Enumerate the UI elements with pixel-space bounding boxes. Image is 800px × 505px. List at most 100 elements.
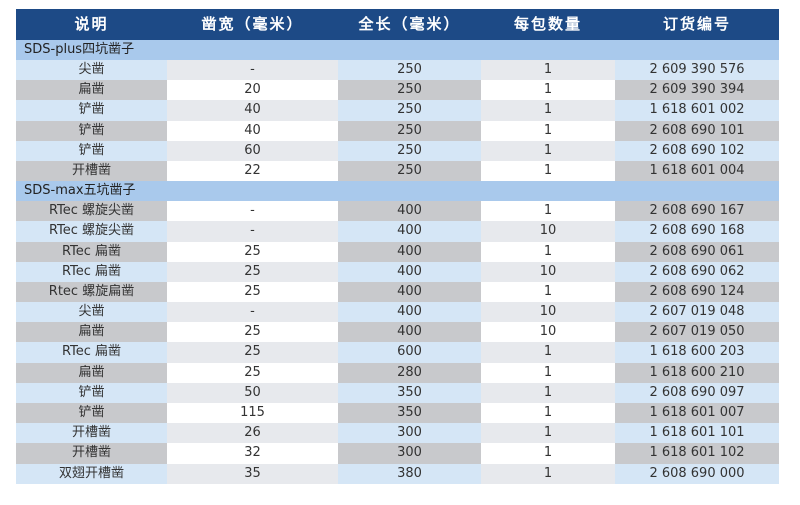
cell-order-number: 2 607 019 050 (615, 322, 779, 343)
cell-description: 扁凿 (16, 322, 167, 343)
cell-length: 250 (338, 60, 481, 81)
cell-order-number: 1 618 601 007 (615, 403, 779, 424)
cell-pack-qty: 1 (481, 423, 615, 444)
cell-pack-qty: 10 (481, 221, 615, 242)
header-description: 说明 (74, 15, 109, 33)
cell-pack-qty: 1 (481, 120, 615, 141)
cell-description: 扁凿 (16, 80, 167, 101)
cell-length: 400 (338, 261, 481, 282)
cell-width: 25 (167, 362, 338, 383)
cell-width: 32 (167, 443, 338, 464)
table-row: 铲凿 40 250 1 1 618 601 002 (16, 100, 779, 121)
cell-description: 开槽凿 (16, 443, 167, 464)
table-row: RTec 扁凿 25 400 10 2 608 690 062 (16, 261, 779, 282)
table-row: Rtec 螺旋扁凿 25 400 1 2 608 690 124 (16, 281, 779, 303)
cell-description: 扁凿 (16, 362, 167, 383)
cell-length: 600 (338, 342, 481, 363)
cell-description: 开槽凿 (16, 160, 167, 182)
table-row: 开槽凿 22 250 1 1 618 601 004 (16, 160, 779, 182)
cell-description: RTec 螺旋尖凿 (16, 201, 167, 222)
cell-description: 尖凿 (16, 60, 167, 81)
cell-order-number: 2 608 690 102 (615, 140, 779, 161)
cell-length: 300 (338, 443, 481, 464)
cell-width: 40 (167, 120, 338, 141)
cell-length: 380 (338, 463, 481, 484)
cell-pack-qty: 1 (481, 382, 615, 403)
cell-order-number: 2 609 390 394 (615, 80, 779, 101)
cell-pack-qty: 1 (481, 463, 615, 484)
cell-order-number: 2 608 690 101 (615, 120, 779, 141)
cell-width: 22 (167, 160, 338, 182)
cell-description: 铲凿 (16, 403, 167, 424)
cell-pack-qty: 1 (481, 281, 615, 303)
cell-width: 25 (167, 342, 338, 363)
cell-length: 350 (338, 382, 481, 403)
table-row: 铲凿 115 350 1 1 618 601 007 (16, 403, 779, 424)
cell-width: 20 (167, 80, 338, 101)
cell-order-number: 2 608 690 124 (615, 281, 779, 303)
cell-order-number: 2 608 690 097 (615, 382, 779, 403)
cell-width: 115 (167, 403, 338, 424)
section-title: SDS-max五坑凿子 (16, 181, 779, 202)
cell-description: 开槽凿 (16, 423, 167, 444)
cell-description: 铲凿 (16, 120, 167, 141)
cell-length: 350 (338, 403, 481, 424)
table-row: 扁凿 20 250 1 2 609 390 394 (16, 80, 779, 101)
cell-width: - (167, 60, 338, 81)
cell-description: RTec 扁凿 (16, 342, 167, 363)
cell-pack-qty: 1 (481, 80, 615, 101)
cell-pack-qty: 10 (481, 302, 615, 323)
header-length: 全长（毫米） (358, 15, 461, 33)
cell-pack-qty: 1 (481, 100, 615, 121)
cell-length: 250 (338, 100, 481, 121)
section-title: SDS-plus四坑凿子 (16, 40, 779, 60)
cell-width: 40 (167, 100, 338, 121)
table-row: 尖凿 -250 1 2 609 390 576 (16, 60, 779, 81)
cell-description: 铲凿 (16, 140, 167, 161)
cell-length: 250 (338, 160, 481, 182)
cell-length: 280 (338, 362, 481, 383)
cell-pack-qty: 10 (481, 322, 615, 343)
table-row: 扁凿 25 280 1 1 618 600 210 (16, 362, 779, 383)
cell-length: 300 (338, 423, 481, 444)
cell-length: 400 (338, 221, 481, 242)
table-row: 铲凿 60 250 1 2 608 690 102 (16, 140, 779, 161)
cell-pack-qty: 1 (481, 140, 615, 161)
cell-pack-qty: 1 (481, 160, 615, 182)
cell-order-number: 2 607 019 048 (615, 302, 779, 323)
cell-pack-qty: 1 (481, 403, 615, 424)
table-row: 铲凿 40 250 1 2 608 690 101 (16, 120, 779, 141)
cell-pack-qty: 1 (481, 201, 615, 222)
header-pack-qty: 每包数量 (513, 15, 582, 33)
cell-width: - (167, 201, 338, 222)
cell-pack-qty: 1 (481, 60, 615, 81)
table-row: 开槽凿 26 300 1 1 618 601 101 (16, 423, 779, 444)
cell-pack-qty: 10 (481, 261, 615, 282)
cell-description: 双翅开槽凿 (16, 463, 167, 484)
table-row: RTec 扁凿 25 400 1 2 608 690 061 (16, 241, 779, 262)
cell-order-number: 2 608 690 168 (615, 221, 779, 242)
cell-length: 250 (338, 140, 481, 161)
table-row: RTec 扁凿 25 600 1 1 618 600 203 (16, 342, 779, 363)
cell-order-number: 2 608 690 062 (615, 261, 779, 282)
table-row: 铲凿 50 350 1 2 608 690 097 (16, 382, 779, 403)
cell-order-number: 2 608 690 167 (615, 201, 779, 222)
cell-description: RTec 扁凿 (16, 241, 167, 262)
cell-order-number: 1 618 601 004 (615, 160, 779, 182)
cell-length: 400 (338, 281, 481, 303)
table-row: 尖凿 -400 10 2 607 019 048 (16, 302, 779, 323)
cell-order-number: 1 618 601 101 (615, 423, 779, 444)
cell-description: RTec 扁凿 (16, 261, 167, 282)
cell-length: 400 (338, 302, 481, 323)
cell-order-number: 2 609 390 576 (615, 60, 779, 81)
cell-width: 60 (167, 140, 338, 161)
cell-width: - (167, 221, 338, 242)
cell-length: 250 (338, 120, 481, 141)
cell-width: 25 (167, 261, 338, 282)
cell-description: Rtec 螺旋扁凿 (16, 281, 167, 303)
cell-length: 400 (338, 322, 481, 343)
cell-description: 铲凿 (16, 100, 167, 121)
chisel-spec-table: 说明 凿宽（毫米） 全长（毫米） 每包数量 订货编号 SDS-plus四坑凿子尖… (16, 9, 779, 484)
table-row: 开槽凿 32 300 1 1 618 601 102 (16, 443, 779, 464)
header-width: 凿宽（毫米） (201, 15, 304, 33)
